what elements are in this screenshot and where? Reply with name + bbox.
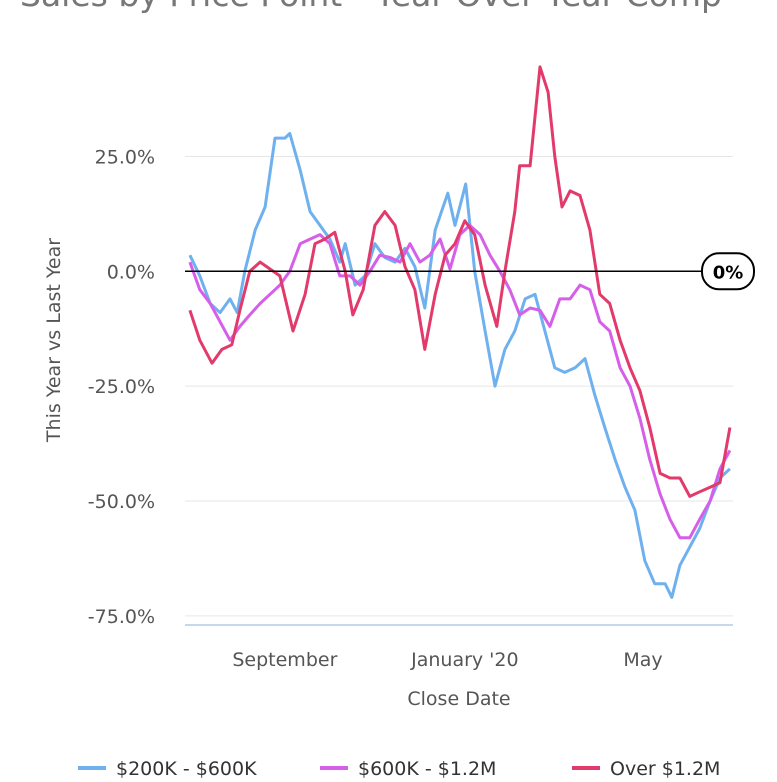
chart-title: Sales by Price Point - Year Over Year Co… — [20, 0, 722, 14]
y-tick-label: -50.0% — [88, 491, 155, 513]
annotation: 0% — [713, 262, 744, 283]
legend-label: Over $1.2M — [610, 758, 720, 780]
series-line — [188, 65, 732, 498]
series-line — [188, 132, 731, 599]
y-tick-label: 0.0% — [107, 261, 155, 283]
x-tick-label: September — [232, 649, 337, 671]
annotation-box — [701, 252, 755, 291]
x-tick-label: May — [623, 649, 662, 671]
y-tick-label: -25.0% — [88, 376, 155, 398]
x-axis-label: Close Date — [407, 688, 510, 710]
legend-label: $200K - $600K — [116, 758, 257, 780]
x-tick-label: January '20 — [410, 649, 518, 671]
y-axis-label: This Year vs Last Year — [43, 238, 65, 443]
series-line — [188, 223, 732, 540]
y-tick-label: -75.0% — [88, 606, 155, 628]
y-tick-label: 25.0% — [95, 146, 155, 168]
legend-label: $600K - $1.2M — [358, 758, 496, 780]
